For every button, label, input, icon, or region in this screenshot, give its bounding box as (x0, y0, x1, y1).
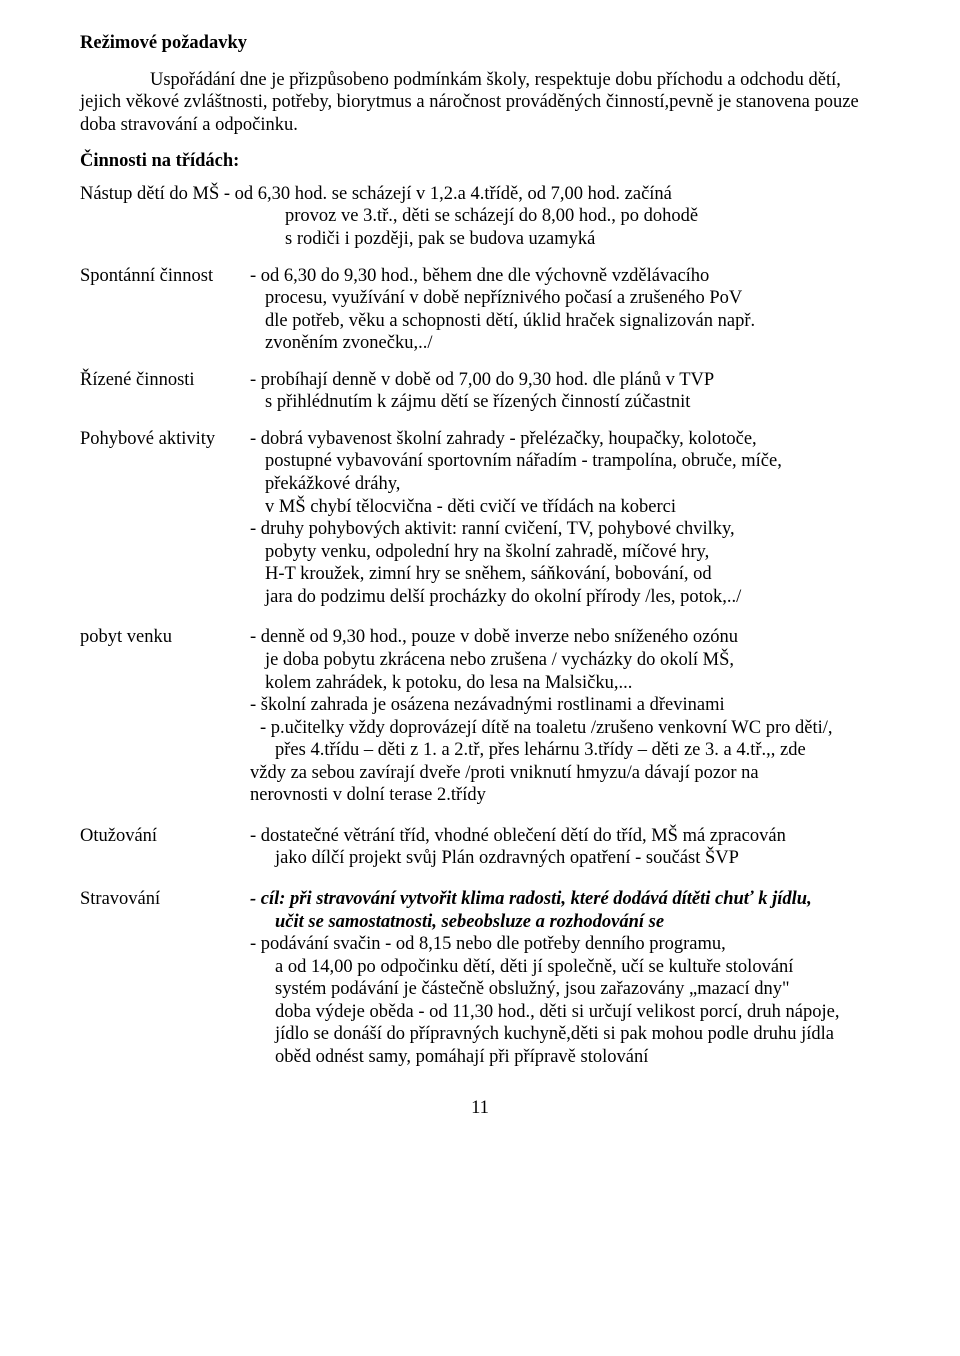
text-line: jídlo se donáší do přípravných kuchyně,d… (80, 1023, 880, 1046)
text-line: a od 14,00 po odpočinku dětí, děti jí sp… (80, 956, 880, 979)
text-line: provoz ve 3.tř., děti se scházejí do 8,0… (80, 205, 880, 228)
text-line: postupné vybavování sportovním nářadím -… (80, 450, 880, 473)
text-line: - dostatečné větrání tříd, vhodné obleče… (250, 825, 880, 848)
row-label: Stravování (80, 888, 250, 911)
text-line: s přihlédnutím k zájmu dětí se řízených … (80, 391, 880, 414)
heading-activities: Činnosti na třídách: (80, 150, 880, 173)
text-line: jako dílčí projekt svůj Plán ozdravných … (80, 847, 880, 870)
row-label: Řízené činnosti (80, 369, 250, 392)
row-label: Otužování (80, 825, 250, 848)
row-label: Spontánní činnost (80, 265, 250, 288)
intro-paragraph: Uspořádání dne je přizpůsobeno podmínkám… (80, 69, 880, 137)
section-rizene: Řízené činnosti - probíhají denně v době… (80, 369, 880, 414)
text-line: - dobrá vybavenost školní zahrady - přel… (250, 428, 880, 451)
text-line: zvoněním zvonečku,../ (80, 332, 880, 355)
section-pohybove: Pohybové aktivity - dobrá vybavenost ško… (80, 428, 880, 609)
section-stravovani: Stravování - cíl: při stravování vytvoři… (80, 888, 880, 1069)
row-label: pobyt venku (80, 626, 250, 649)
text-line: vždy za sebou zavírají dveře /proti vnik… (80, 762, 880, 785)
section-nastup: Nástup dětí do MŠ - od 6,30 hod. se schá… (80, 183, 880, 251)
text-line: systém podávání je částečně obslužný, js… (80, 978, 880, 1001)
text-line: H-T kroužek, zimní hry se sněhem, sáňkov… (80, 563, 880, 586)
text-line: kolem zahrádek, k potoku, do lesa na Mal… (80, 672, 880, 695)
text-line: učit se samostatnosti, sebeobsluze a roz… (80, 911, 880, 934)
text-line: - denně od 9,30 hod., pouze v době inver… (250, 626, 880, 649)
section-pobyt-venku: pobyt venku - denně od 9,30 hod., pouze … (80, 626, 880, 807)
text-line: - školní zahrada je osázena nezávadnými … (80, 694, 880, 717)
text-line: doba výdeje oběda - od 11,30 hod., děti … (80, 1001, 880, 1024)
text-line: Nástup dětí do MŠ - od 6,30 hod. se schá… (80, 183, 880, 206)
text-line: překážkové dráhy, (80, 473, 880, 496)
text-line: jara do podzimu delší procházky do okoln… (80, 586, 880, 609)
page-number: 11 (80, 1097, 880, 1120)
text-line: v MŠ chybí tělocvična - děti cvičí ve tř… (80, 496, 880, 519)
text-line: - od 6,30 do 9,30 hod., během dne dle vý… (250, 265, 880, 288)
row-label: Pohybové aktivity (80, 428, 250, 451)
text-line: - cíl: při stravování vytvořit klima rad… (250, 888, 880, 911)
text-line: nerovnosti v dolní terase 2.třídy (80, 784, 880, 807)
text-line: je doba pobytu zkrácena nebo zrušena / v… (80, 649, 880, 672)
section-spontanni: Spontánní činnost - od 6,30 do 9,30 hod.… (80, 265, 880, 355)
text-line: - probíhají denně v době od 7,00 do 9,30… (250, 369, 880, 392)
text-line: pobyty venku, odpolední hry na školní za… (80, 541, 880, 564)
text-line: - podávání svačin - od 8,15 nebo dle pot… (80, 933, 880, 956)
document-page: Režimové požadavky Uspořádání dne je při… (0, 0, 960, 1356)
text-line: přes 4.třídu – děti z 1. a 2.tř, přes le… (80, 739, 880, 762)
text-line: - druhy pohybových aktivit: ranní cvičen… (80, 518, 880, 541)
text-line: procesu, využívání v době nepříznivého p… (80, 287, 880, 310)
text-line: dle potřeb, věku a schopnosti dětí, úkli… (80, 310, 880, 333)
section-otuzovani: Otužování - dostatečné větrání tříd, vho… (80, 825, 880, 870)
text-line: oběd odnést samy, pomáhají při přípravě … (80, 1046, 880, 1069)
heading-requirements: Režimové požadavky (80, 32, 880, 55)
text-line: - p.učitelky vždy doprovázejí dítě na to… (80, 717, 880, 740)
text-line: s rodiči i později, pak se budova uzamyk… (80, 228, 880, 251)
